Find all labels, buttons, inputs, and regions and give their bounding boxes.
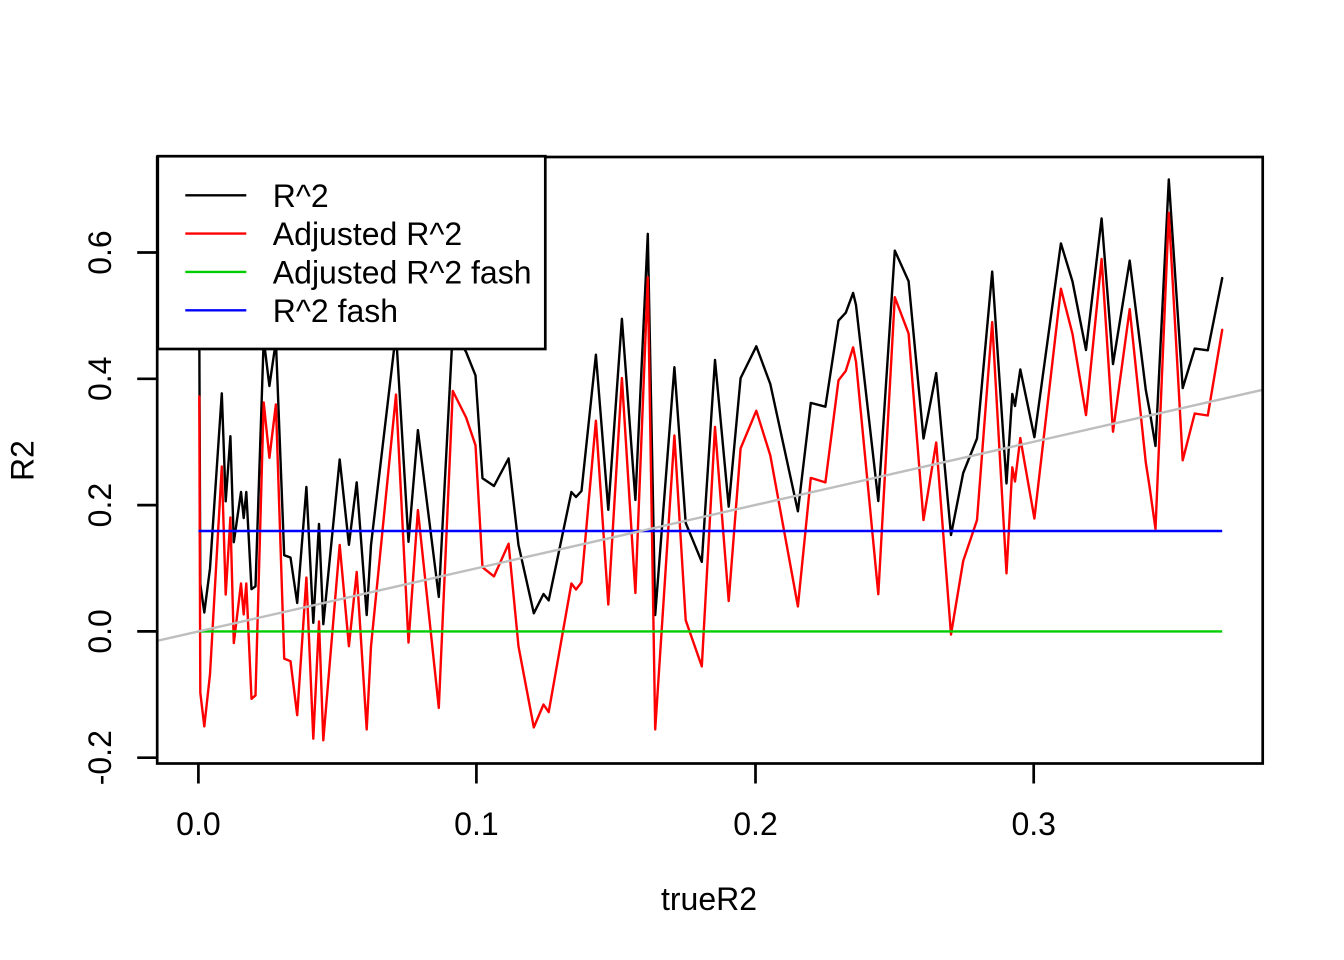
svg-text:Adjusted R^2 fash: Adjusted R^2 fash xyxy=(273,254,532,290)
svg-text:Adjusted R^2: Adjusted R^2 xyxy=(273,216,462,252)
svg-text:R2: R2 xyxy=(5,440,41,481)
svg-text:R^2: R^2 xyxy=(273,178,329,214)
svg-text:0.2: 0.2 xyxy=(82,483,118,527)
svg-text:0.0: 0.0 xyxy=(176,806,220,842)
svg-text:0.3: 0.3 xyxy=(1011,806,1055,842)
svg-text:0.1: 0.1 xyxy=(454,806,498,842)
svg-text:R^2 fash: R^2 fash xyxy=(273,293,398,329)
svg-text:trueR2: trueR2 xyxy=(661,881,757,917)
svg-text:-0.2: -0.2 xyxy=(82,730,118,785)
svg-text:0.2: 0.2 xyxy=(733,806,777,842)
svg-text:0.0: 0.0 xyxy=(82,609,118,653)
svg-text:0.6: 0.6 xyxy=(82,230,118,274)
svg-text:0.4: 0.4 xyxy=(82,357,118,401)
